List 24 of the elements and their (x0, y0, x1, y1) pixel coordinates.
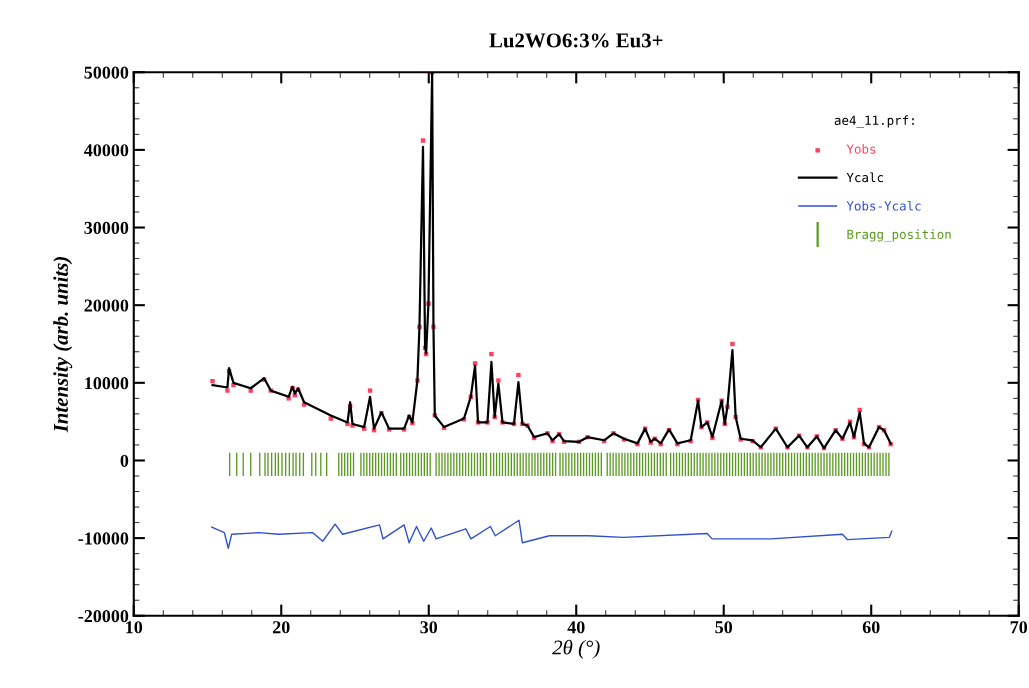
x-tick-label: 20 (272, 621, 290, 634)
legend-label: Yobs-Ycalc (846, 200, 921, 211)
chart-title: Lu2WO6:3% Eu3+ (489, 33, 663, 48)
y-tick-label: 50000 (84, 66, 129, 79)
y-axis-title: Intensity (arb. units) (53, 257, 73, 433)
legend-label: Bragg_position (847, 229, 951, 242)
y-tick-label: -10000 (78, 532, 129, 545)
x-tick-label: 50 (715, 621, 733, 634)
legend-title: ae4_11.prf: (834, 115, 914, 128)
y-tick-label: 10000 (85, 377, 129, 390)
x-tick-label: 60 (862, 621, 880, 634)
legend-label: Ycalc (846, 172, 883, 183)
x-tick-label: 30 (420, 621, 438, 634)
line-series (211, 519, 893, 549)
legend-label: Yobs (846, 144, 876, 154)
x-tick-label: 40 (567, 621, 585, 634)
x-tick-label: 10 (126, 621, 143, 634)
y-tick-label: -20000 (78, 610, 129, 623)
x-tick-label: 70 (1010, 621, 1028, 634)
y-tick-label: 0 (120, 454, 129, 467)
y-tick-label: 30000 (84, 221, 129, 234)
y-tick-label: 20000 (84, 299, 129, 312)
x-axis-title: 2θ (°) (552, 639, 600, 659)
y-tick-label: 40000 (84, 144, 129, 157)
